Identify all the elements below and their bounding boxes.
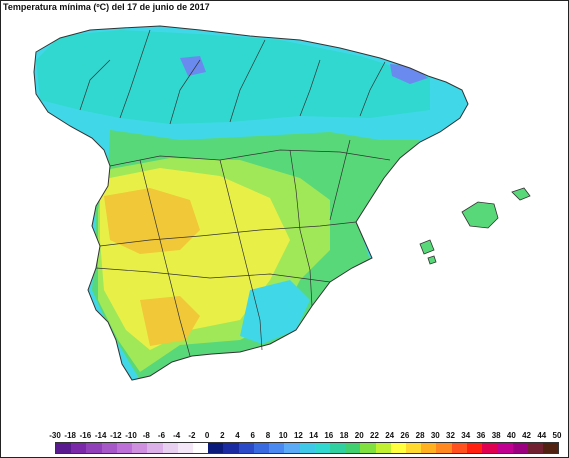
legend-swatch bbox=[116, 443, 133, 453]
formentera-island bbox=[427, 255, 437, 265]
legend-label: 38 bbox=[491, 431, 501, 440]
legend-swatch bbox=[360, 443, 376, 453]
legend-label: -30 bbox=[49, 431, 61, 440]
legend-label: 50 bbox=[552, 431, 562, 440]
legend-label: -14 bbox=[94, 431, 107, 440]
legend-swatch bbox=[390, 443, 407, 453]
legend-label: -10 bbox=[125, 431, 137, 440]
zone-cyan-southeast bbox=[240, 280, 310, 344]
legend-label: 30 bbox=[430, 431, 440, 440]
legend-label: 18 bbox=[339, 431, 349, 440]
legend-label: 10 bbox=[278, 431, 288, 440]
mallorca-island bbox=[461, 201, 499, 229]
legend-swatch bbox=[466, 443, 483, 453]
legend-swatch bbox=[238, 443, 254, 453]
legend-swatch bbox=[101, 443, 117, 453]
legend-swatch bbox=[451, 443, 467, 453]
legend-swatch bbox=[253, 443, 270, 453]
legend-label: -8 bbox=[142, 431, 150, 440]
legend-swatch bbox=[314, 443, 330, 453]
legend-label: 14 bbox=[309, 431, 319, 440]
zone-orange-south bbox=[140, 296, 200, 346]
legend-labels: -30 -18 -16 -14 -12 -10 -8 -6 -4 -2 0 2 4 6 8 10 12 14 16 1… bbox=[0, 431, 569, 443]
menorca-island bbox=[511, 187, 531, 201]
legend-swatch bbox=[543, 443, 559, 453]
legend-label: 22 bbox=[370, 431, 379, 440]
legend-swatch bbox=[345, 443, 361, 453]
legend-label: 6 bbox=[250, 431, 255, 440]
legend-label: 26 bbox=[400, 431, 410, 440]
legend-label: 12 bbox=[293, 431, 303, 440]
legend-label: 42 bbox=[522, 431, 532, 440]
legend-swatch bbox=[329, 443, 346, 453]
legend-label: 24 bbox=[385, 431, 395, 440]
legend-label: 4 bbox=[235, 431, 240, 440]
legend-swatch bbox=[192, 443, 209, 453]
legend-swatch bbox=[86, 443, 102, 453]
legend-label: 20 bbox=[354, 431, 364, 440]
legend-swatch bbox=[527, 443, 543, 453]
legend-label: 44 bbox=[537, 431, 547, 440]
map-title: Temperatura mínima (ºC) del 17 de junio … bbox=[3, 2, 210, 12]
legend-swatch bbox=[71, 443, 87, 453]
legend-swatch bbox=[421, 443, 437, 453]
legend-label: -18 bbox=[64, 431, 76, 440]
legend-swatch bbox=[482, 443, 498, 453]
legend-swatch bbox=[375, 443, 391, 453]
zone-blue-pyrenees bbox=[390, 64, 428, 84]
legend-label: 2 bbox=[220, 431, 225, 440]
legend-label: 40 bbox=[506, 431, 516, 440]
legend-swatch bbox=[56, 443, 72, 453]
ibiza-island bbox=[419, 239, 435, 255]
legend-swatch bbox=[284, 443, 300, 453]
zone-north bbox=[36, 30, 430, 124]
balearic-islands bbox=[419, 187, 531, 265]
province-borders bbox=[79, 29, 391, 357]
legend-swatch bbox=[177, 443, 193, 453]
legend-swatch bbox=[497, 443, 513, 453]
legend-swatch bbox=[406, 443, 422, 453]
legend-swatch bbox=[208, 443, 224, 453]
legend-swatch bbox=[436, 443, 452, 453]
legend-swatch bbox=[269, 443, 285, 453]
legend-label: 28 bbox=[415, 431, 425, 440]
legend-swatch bbox=[223, 443, 239, 453]
legend-swatch bbox=[132, 443, 148, 453]
legend-label: -4 bbox=[173, 431, 181, 440]
legend-label: 0 bbox=[204, 431, 210, 440]
legend-label: 36 bbox=[476, 431, 486, 440]
legend-label: 34 bbox=[461, 431, 471, 440]
legend-swatch bbox=[512, 443, 528, 453]
legend-swatch bbox=[147, 443, 163, 453]
legend-label: -12 bbox=[110, 431, 122, 440]
legend-label: 32 bbox=[446, 431, 455, 440]
legend-label: -6 bbox=[157, 431, 166, 440]
legend-label: 8 bbox=[265, 431, 271, 440]
legend-label: -2 bbox=[188, 431, 196, 440]
spain-outline bbox=[33, 25, 469, 381]
legend-label: 16 bbox=[324, 431, 334, 440]
legend-label: -16 bbox=[79, 431, 92, 440]
zone-orange-west bbox=[104, 188, 200, 254]
color-legend bbox=[55, 442, 559, 454]
legend-swatch bbox=[162, 443, 178, 453]
legend-swatch bbox=[299, 443, 315, 453]
